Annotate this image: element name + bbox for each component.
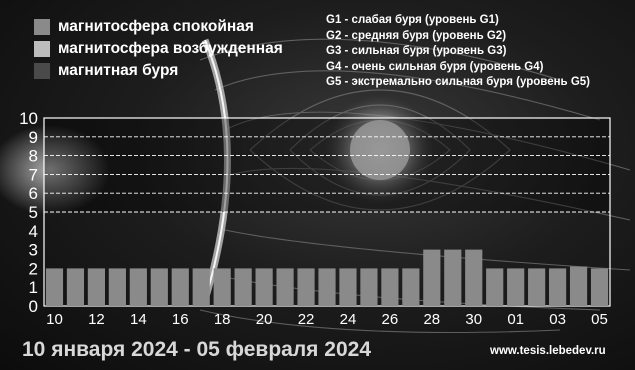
bar — [528, 268, 546, 306]
x-tick-label: 24 — [340, 311, 357, 328]
storm-level-legend: G1 - слабая буря (уровень G1) G2 - средн… — [326, 13, 590, 91]
bar — [360, 268, 378, 306]
y-tick-label: 0 — [29, 297, 38, 316]
bar — [129, 268, 147, 306]
y-tick-label: 3 — [29, 241, 38, 260]
bar — [569, 266, 588, 306]
bar — [318, 268, 336, 306]
site-link[interactable]: www.tesis.lebedev.ru — [490, 345, 606, 357]
x-tick-label: 03 — [549, 311, 566, 328]
legend: магнитосфера спокойная магнитосфера возб… — [34, 16, 283, 82]
legend-swatch-quiet — [34, 19, 50, 35]
legend-label-quiet: магнитосфера спокойная — [58, 18, 254, 35]
bar — [590, 268, 609, 306]
x-tick-label: 14 — [130, 311, 147, 328]
legend-item-quiet: магнитосфера спокойная — [34, 16, 283, 38]
legend-swatch-excited — [34, 41, 50, 57]
bar — [381, 268, 399, 306]
storm-level-g5: G5 - экстремально сильная буря (уровень … — [326, 76, 590, 89]
legend-item-storm: магнитная буря — [34, 60, 283, 82]
storm-level-g1: G1 - слабая буря (уровень G1) — [326, 14, 499, 26]
y-tick-label: 8 — [29, 147, 38, 166]
y-tick-label: 2 — [29, 259, 38, 278]
bar — [276, 268, 294, 306]
bar — [45, 268, 64, 306]
x-tick-label: 26 — [382, 311, 399, 328]
y-tick-label: 4 — [29, 222, 38, 241]
x-tick-label: 01 — [507, 311, 524, 328]
date-range: 10 января 2024 - 05 февраля 2024 — [22, 338, 371, 361]
bar — [465, 249, 483, 306]
x-tick-label: 10 — [46, 311, 63, 328]
bar — [423, 249, 441, 306]
x-tick-label: 20 — [256, 311, 273, 328]
bar — [234, 268, 252, 306]
x-tick-label: 16 — [172, 311, 189, 328]
storm-level-g4: G4 - очень сильная буря (уровень G4) — [326, 60, 544, 73]
legend-label-storm: магнитная буря — [58, 62, 179, 79]
bar — [486, 268, 504, 306]
y-tick-label: 5 — [29, 203, 38, 222]
bar — [255, 268, 273, 306]
bar — [87, 268, 106, 306]
x-tick-label: 28 — [423, 311, 440, 328]
y-tick-label: 7 — [29, 165, 38, 184]
x-tick-label: 05 — [591, 311, 608, 328]
bar — [150, 268, 168, 306]
bar — [192, 268, 210, 306]
bar — [108, 268, 126, 306]
x-tick-label: 12 — [88, 311, 105, 328]
legend-swatch-storm — [34, 63, 50, 79]
bar — [444, 249, 462, 306]
legend-label-excited: магнитосфера возбужденная — [58, 40, 283, 57]
bar — [297, 268, 315, 306]
bar — [66, 268, 85, 306]
storm-level-g3: G3 - сильная буря (уровень G3) — [326, 45, 507, 58]
storm-level-g2: G2 - средняя буря (уровень G2) — [326, 29, 507, 42]
bar — [339, 268, 357, 306]
legend-item-excited: магнитосфера возбужденная — [34, 38, 283, 60]
bar — [402, 268, 420, 306]
x-tick-label: 30 — [465, 311, 482, 328]
storm-zone — [44, 118, 610, 212]
bar — [507, 268, 525, 306]
y-tick-label: 6 — [29, 184, 38, 203]
x-tick-label: 18 — [214, 311, 231, 328]
bar — [548, 268, 567, 306]
y-tick-label: 9 — [29, 128, 38, 147]
y-tick-label: 10 — [19, 109, 38, 128]
bar — [213, 268, 231, 306]
y-tick-label: 1 — [29, 278, 38, 297]
x-tick-label: 22 — [298, 311, 315, 328]
bar — [171, 268, 189, 306]
